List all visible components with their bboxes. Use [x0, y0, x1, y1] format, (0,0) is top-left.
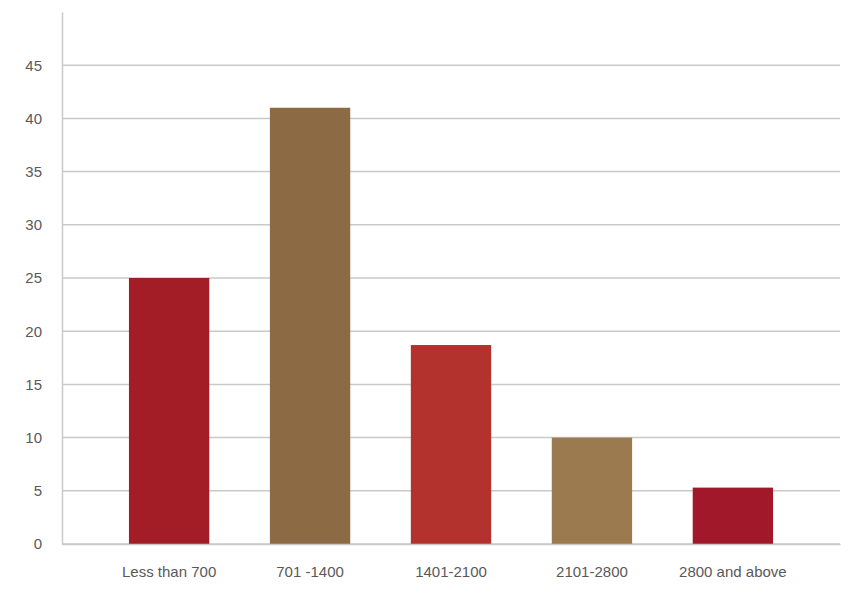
y-tick-label: 5 [34, 482, 42, 499]
bar [411, 345, 491, 544]
x-tick: Less than 700 [122, 544, 216, 580]
y-tick-label: 30 [25, 216, 42, 233]
grid-line [62, 64, 840, 66]
bar [270, 108, 350, 544]
y-tick: 5 [34, 482, 62, 499]
y-tick-label: 15 [25, 376, 42, 393]
x-tick-label: Less than 700 [122, 563, 216, 580]
bar [552, 438, 632, 544]
y-tick: 40 [25, 110, 62, 127]
y-tick-label: 45 [25, 56, 42, 73]
y-tick-label: 10 [25, 429, 42, 446]
y-tick-label: 35 [25, 163, 42, 180]
y-axis: 0 5 10 15 20 25 30 35 40 45 [25, 13, 62, 553]
y-tick: 15 [25, 376, 62, 393]
x-tick-label: 701 -1400 [276, 563, 344, 580]
grid-line [62, 224, 840, 226]
grid-line [62, 118, 840, 120]
x-axis-line [63, 544, 841, 546]
y-tick-label: 20 [25, 323, 42, 340]
y-tick: 35 [25, 163, 62, 180]
x-tick: 701 -1400 [276, 544, 344, 580]
y-tick-label: 25 [25, 269, 42, 286]
x-tick: 2101-2800 [556, 544, 628, 580]
x-tick: 2800 and above [679, 544, 787, 580]
x-tick-label: 2800 and above [679, 563, 787, 580]
x-tick-label: 2101-2800 [556, 563, 628, 580]
grid [62, 65, 840, 544]
chart: 0 5 10 15 20 25 30 35 40 45 Less than 700 701 -1400… [0, 0, 852, 593]
bars [129, 108, 773, 544]
y-tick: 45 [25, 56, 62, 73]
bar [129, 278, 209, 544]
x-tick-label: 1401-2100 [415, 563, 487, 580]
y-tick: 25 [25, 269, 62, 286]
y-tick-label: 40 [25, 110, 42, 127]
y-tick: 20 [25, 323, 62, 340]
y-axis-line [62, 13, 64, 545]
x-tick: 1401-2100 [415, 544, 487, 580]
x-axis: Less than 700 701 -1400 1401-2100 2101-2800… [63, 544, 841, 580]
y-tick: 0 [34, 535, 62, 552]
grid-line [62, 171, 840, 173]
y-tick: 10 [25, 429, 62, 446]
y-tick-label: 0 [34, 535, 42, 552]
y-tick: 30 [25, 216, 62, 233]
bar [693, 488, 773, 544]
